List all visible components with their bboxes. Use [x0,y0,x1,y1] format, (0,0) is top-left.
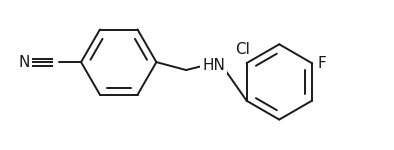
Text: HN: HN [203,58,225,73]
Text: N: N [18,55,30,70]
Text: Cl: Cl [235,42,250,57]
Text: F: F [318,56,327,71]
